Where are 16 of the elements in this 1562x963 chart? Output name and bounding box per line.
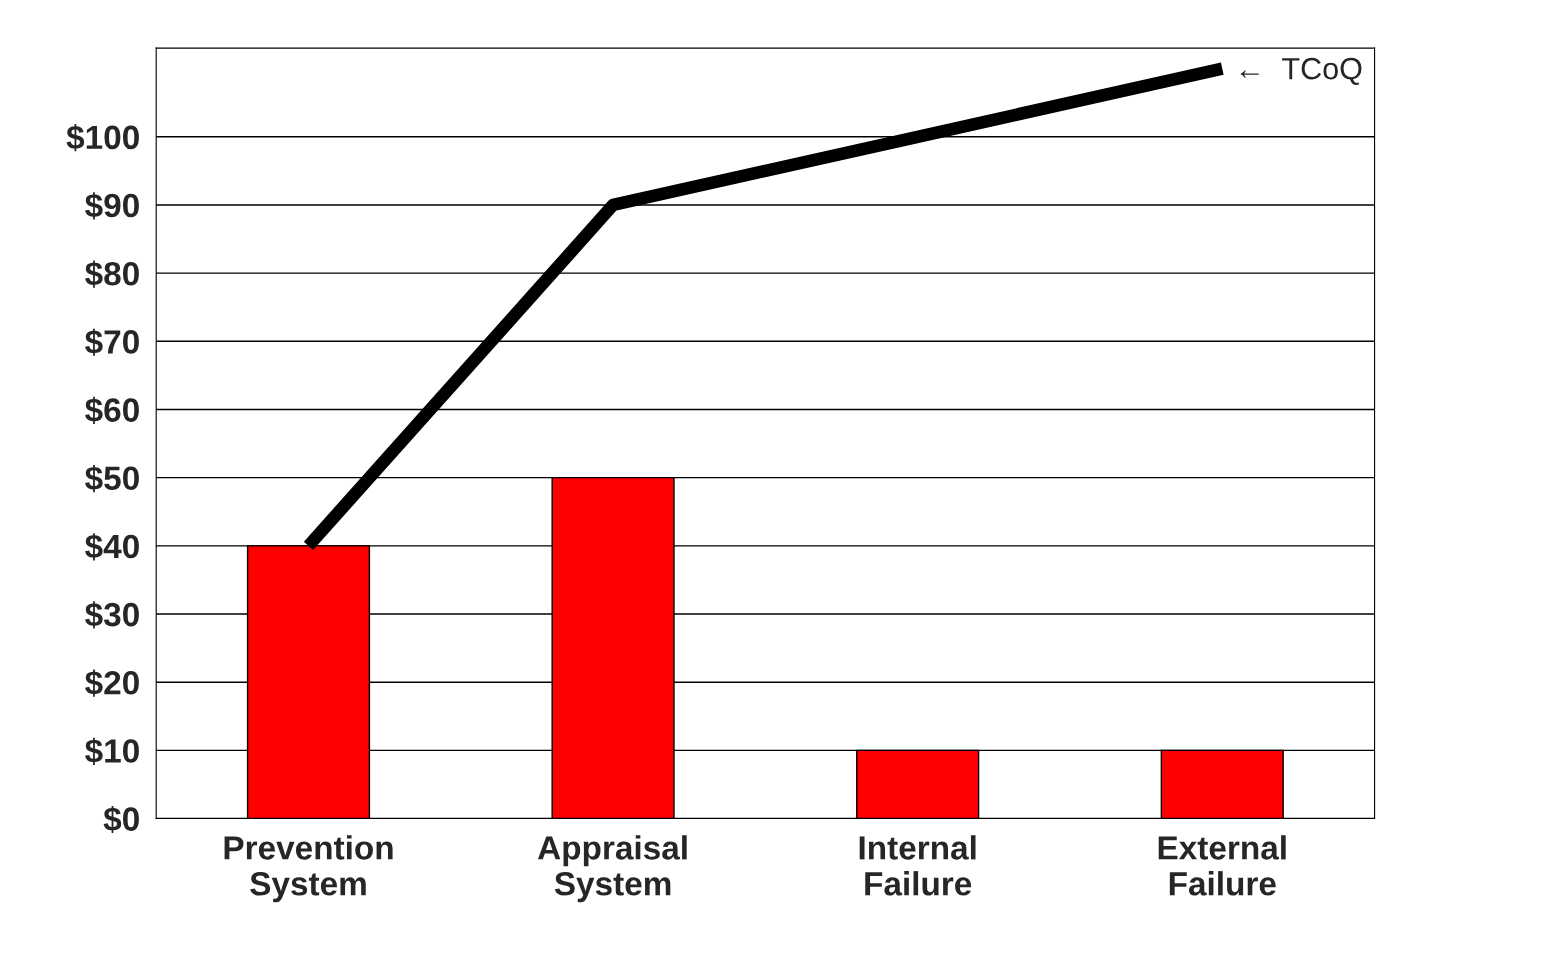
y-tick-label: $90 [85, 192, 139, 220]
y-tick-label: $80 [85, 260, 139, 288]
x-tick-label: Prevention System [224, 835, 393, 903]
y-tick-label: $50 [85, 465, 139, 493]
y-tick-label: $70 [85, 328, 139, 356]
x-tick-label: Internal Failure [859, 835, 976, 896]
y-tick-label: $60 [85, 396, 139, 425]
y-tick-label: $30 [85, 601, 139, 629]
y-tick-label: $0 [103, 805, 139, 834]
x-tick-label: Appraisal System [537, 835, 687, 903]
y-tick-label: $40 [85, 533, 139, 561]
y-tick-label: $100 [66, 124, 139, 152]
y-tick-label: $10 [85, 737, 139, 765]
x-tick-label: External Failure [1158, 835, 1286, 896]
annotation: ← TCoQ [1240, 57, 1362, 85]
y-tick-label: $20 [85, 669, 139, 697]
